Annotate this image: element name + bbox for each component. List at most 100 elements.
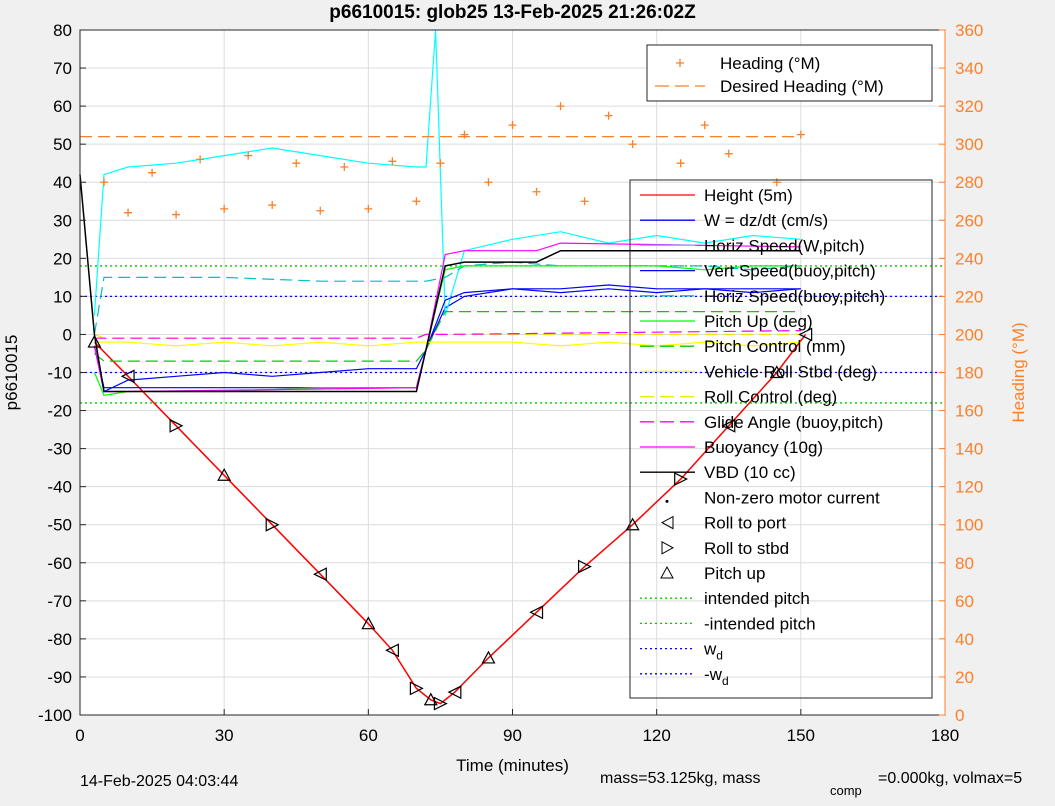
y-right-tick-label: 40: [955, 630, 974, 649]
legend-main-entry: Vehicle Roll Stbd (deg): [704, 362, 877, 381]
y-left-tick-label: -100: [38, 706, 72, 725]
heading-point: [460, 130, 469, 139]
legend-main-entry: Roll Control (deg): [704, 388, 837, 407]
roll-marker: [798, 327, 813, 342]
y-left-tick-label: 40: [53, 173, 72, 192]
y-left-axis-label: p6610015: [2, 335, 21, 411]
legend-swatch-dot: [665, 499, 669, 503]
y-right-tick-label: 300: [955, 135, 983, 154]
legend-main-box: [629, 179, 933, 699]
x-tick-label: 120: [642, 726, 670, 745]
legend-main-entry: Vert Speed(buoy,pitch): [704, 262, 876, 281]
heading-point: [100, 178, 109, 187]
legend-main-entry: Non-zero motor current: [704, 488, 880, 507]
pitch-up-marker: [361, 616, 376, 630]
legend-top-entry: Heading (°M): [720, 54, 820, 73]
heading-point: [244, 151, 253, 160]
legend-main-entry: VBD (10 cc): [704, 463, 796, 482]
y-left-tick-label: -30: [47, 440, 72, 459]
heading-point: [268, 201, 277, 210]
y-right-tick-label: 160: [955, 402, 983, 421]
legend-swatch-port: [660, 515, 674, 530]
pitch-up-marker: [423, 692, 438, 706]
y-right-tick-label: 20: [955, 668, 974, 687]
y-right-axis-label: Heading (°M): [1009, 322, 1028, 422]
heading-point: [172, 210, 181, 219]
heading-point: [532, 187, 541, 196]
series-pitch-control-mm: [94, 311, 801, 362]
y-left-tick-label: -70: [47, 592, 72, 611]
y-left-tick-label: -40: [47, 478, 72, 497]
y-right-tick-label: 80: [955, 554, 974, 573]
legend-main-entry: Roll to port: [704, 514, 786, 533]
y-left-tick-label: 30: [53, 211, 72, 230]
series-horiz-speed-w-pitch: [93, 29, 801, 316]
legend-main-entry: Pitch up: [704, 564, 765, 583]
pitch-up-marker: [87, 334, 102, 348]
pitch-up-marker: [481, 650, 496, 664]
legend-main-entry: Glide Angle (buoy,pitch): [704, 413, 883, 432]
x-tick-label: 180: [931, 726, 959, 745]
y-right-tick-label: 0: [955, 706, 964, 725]
legend-top-entry: Desired Heading (°M): [720, 77, 884, 96]
y-left-tick-label: 80: [53, 21, 72, 40]
roll-marker: [447, 685, 462, 700]
y-left-tick-label: -60: [47, 554, 72, 573]
y-right-tick-label: 100: [955, 516, 983, 535]
x-tick-label: 0: [75, 726, 84, 745]
heading-point: [604, 111, 613, 120]
footer-mass: mass=53.125kg, mass: [600, 770, 761, 787]
y-left-tick-label: 50: [53, 135, 72, 154]
x-axis-label: Time (minutes): [456, 756, 569, 775]
y-right-tick-label: 60: [955, 592, 974, 611]
y-right-tick-label: 240: [955, 249, 983, 268]
y-left-tick-label: 10: [53, 287, 72, 306]
heading-point: [148, 168, 157, 177]
heading-point: [196, 155, 205, 164]
y-left-tick-label: 20: [53, 249, 72, 268]
roll-marker: [312, 567, 327, 582]
heading-point: [580, 197, 589, 206]
heading-point: [724, 149, 733, 158]
y-right-tick-label: 340: [955, 59, 983, 78]
y-right-tick-label: 360: [955, 21, 983, 40]
legend-main-entry: Roll to stbd: [704, 539, 789, 558]
roll-marker: [265, 517, 280, 532]
series-vbd-10-cc: [79, 174, 801, 393]
y-left-tick-label: -50: [47, 516, 72, 535]
legend-main-entry: Horiz Speed(W,pitch): [704, 236, 865, 255]
footer-date: 14-Feb-2025 04:03:44: [80, 773, 239, 790]
heading-point: [412, 197, 421, 206]
heading-point: [364, 204, 373, 213]
roll-marker: [409, 681, 424, 696]
y-right-tick-label: 180: [955, 364, 983, 383]
series-vert-speed-buoy-pitch: [93, 284, 801, 389]
roll-marker: [529, 605, 544, 620]
legend-main-entry: Pitch Control (mm): [704, 337, 846, 356]
legend-top-box: [646, 44, 933, 102]
legend-main-entry: W = dz/dt (cm/s): [704, 211, 828, 230]
heading-point: [340, 163, 349, 171]
y-right-tick-label: 200: [955, 325, 983, 344]
y-left-tick-label: -80: [47, 630, 72, 649]
x-tick-label: 150: [787, 726, 815, 745]
legend-swatch-pitchup: [660, 565, 674, 579]
x-tick-label: 90: [503, 726, 522, 745]
legend-main-entry: Height (5m): [704, 186, 793, 205]
heading-point: [124, 208, 133, 217]
heading-point: [388, 157, 397, 166]
y-right-tick-label: 220: [955, 287, 983, 306]
series-glide-angle-buoy-pitch: [94, 330, 801, 339]
legend-swatch-stbd: [661, 540, 675, 555]
heading-point: [436, 159, 445, 168]
heading-point: [508, 121, 517, 130]
pitch-up-marker: [769, 365, 784, 379]
legend-main-entry: Horiz Speed(buoy,pitch): [704, 287, 885, 306]
heading-point: [292, 159, 301, 168]
y-right-tick-label: 320: [955, 97, 983, 116]
legend-main-entry: Pitch Up (deg): [704, 312, 813, 331]
heading-point: [484, 178, 493, 187]
x-tick-label: 30: [215, 726, 234, 745]
roll-marker: [674, 472, 689, 487]
